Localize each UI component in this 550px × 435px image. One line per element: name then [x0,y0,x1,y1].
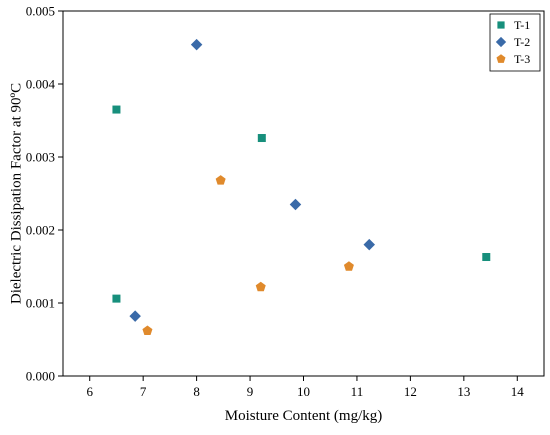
legend-label-t-3: T-3 [514,52,530,66]
y-tick-label: 0.004 [26,77,56,92]
x-tick-label: 9 [247,384,254,399]
data-point-t-1 [482,253,491,262]
legend: T-1 T-2 T-3 [489,13,541,72]
x-tick-label: 7 [140,384,147,399]
y-axis-label: Dielectric Dissipation Factor at 90ºC [8,83,24,304]
data-point-t-2 [289,198,302,211]
data-point-t-3 [142,325,153,335]
ticks-layer: 6 7 8 9 10 11 12 13 14 0.000 0.001 0.002 0.003 0.004 0… [26,4,525,400]
points-layer [112,38,491,335]
y-tick-label: 0.005 [26,4,55,19]
x-axis-label: Moisture Content (mg/kg) [225,408,383,424]
legend-label-t-1: T-1 [514,18,530,32]
legend-marker-t-3 [496,54,506,63]
y-tick-label: 0.003 [26,150,55,165]
x-tick-label: 14 [511,384,525,399]
data-point-t-2 [190,38,203,51]
data-point-t-1 [112,294,121,303]
x-tick-label: 13 [457,384,470,399]
data-point-t-3 [215,175,226,185]
data-point-t-2 [363,238,375,251]
x-tick-label: 8 [193,384,200,399]
data-point-t-2 [129,310,141,322]
y-tick-label: 0.002 [26,223,55,238]
y-tick-label: 0.000 [26,369,55,384]
x-tick-label: 12 [404,384,417,399]
y-tick-label: 0.001 [26,296,55,311]
x-tick-label: 6 [86,384,93,399]
data-point-t-3 [343,261,354,271]
data-point-t-1 [112,105,121,114]
data-point-t-3 [255,281,266,292]
legend-label-t-2: T-2 [514,35,530,49]
data-point-t-1 [257,134,266,143]
legend-marker-t-1 [497,21,505,29]
x-tick-label: 11 [351,384,364,399]
x-tick-label: 10 [297,384,310,399]
legend-marker-t-2 [495,36,507,48]
